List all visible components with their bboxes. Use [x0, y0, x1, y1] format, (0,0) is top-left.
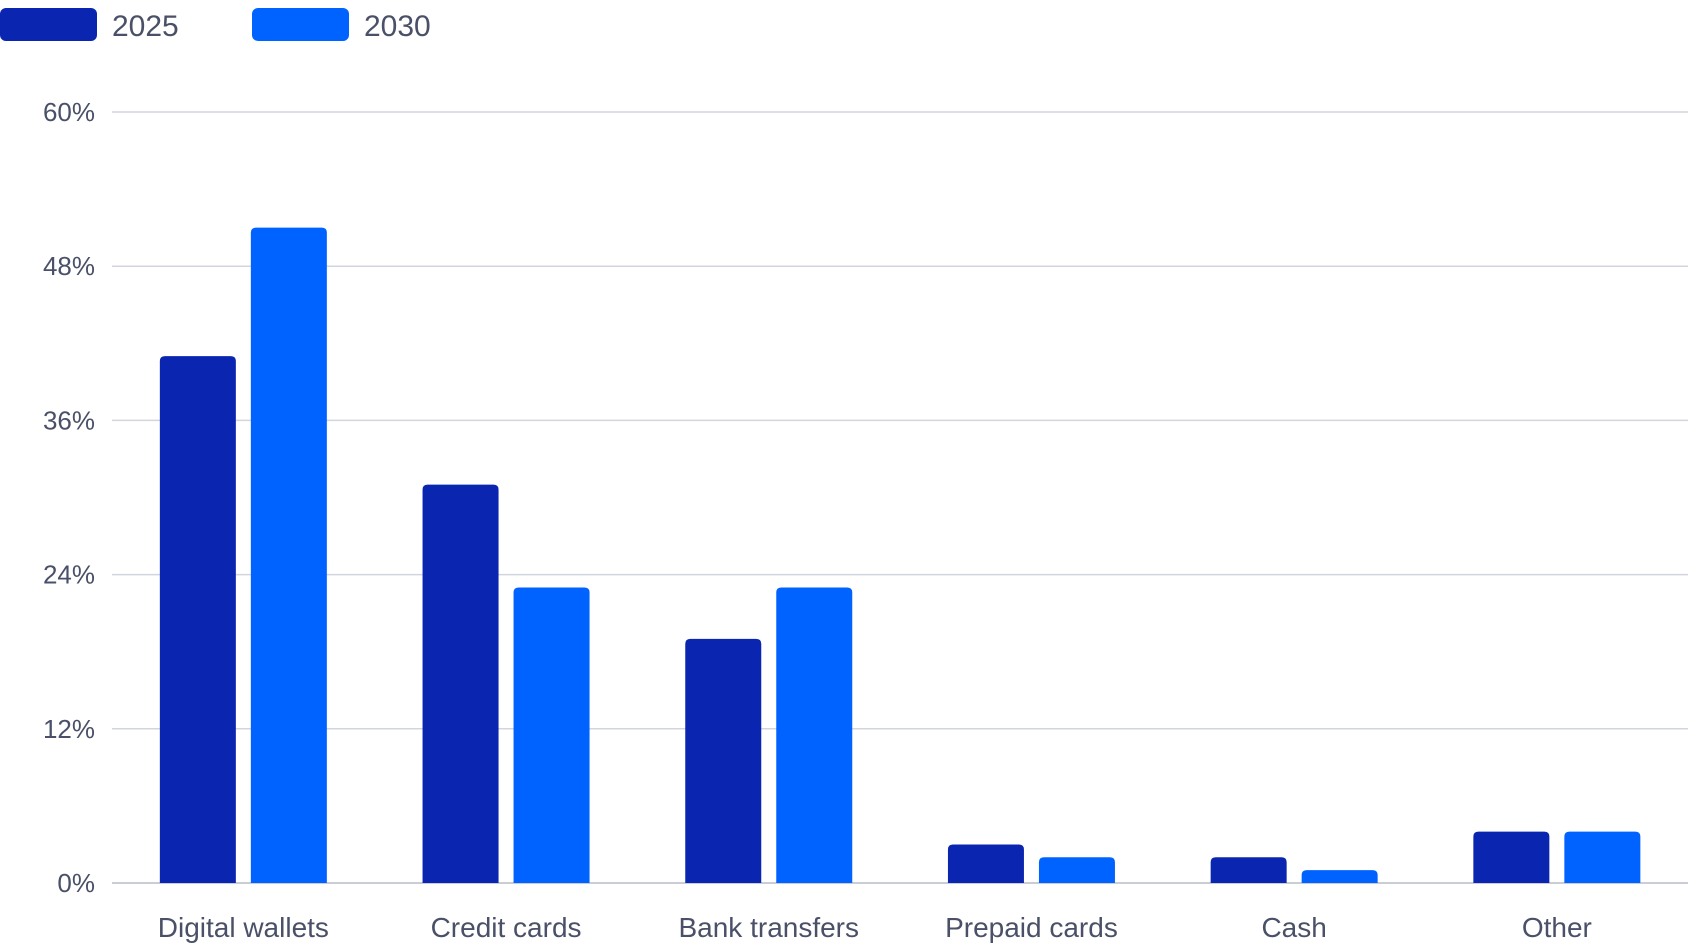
legend: 2025 2030	[0, 8, 431, 43]
y-axis: 0% 12% 24% 36% 48% 60%	[43, 97, 95, 898]
x-tick-label: Digital wallets	[158, 912, 329, 943]
bar-2025	[947, 844, 1024, 883]
legend-label: 2025	[112, 10, 179, 43]
x-axis: Digital wallets Credit cards Bank transfer…	[158, 912, 1592, 943]
bar-2030	[1301, 870, 1378, 883]
y-tick-label: 12%	[43, 714, 95, 744]
bar-2025	[1473, 831, 1550, 883]
x-tick-label: Bank transfers	[678, 912, 859, 943]
bar-2025	[1210, 857, 1287, 883]
legend-swatch	[0, 8, 97, 41]
bar-2030	[513, 587, 590, 883]
bar-2030	[776, 587, 853, 883]
y-tick-label: 24%	[43, 560, 95, 590]
gridlines	[112, 111, 1688, 884]
y-tick-label: 0%	[57, 868, 95, 898]
legend-swatch	[252, 8, 349, 41]
x-tick-label: Cash	[1261, 912, 1326, 943]
y-tick-label: 36%	[43, 405, 95, 435]
bar-2030	[1564, 831, 1641, 883]
bar-2025	[159, 356, 236, 883]
bars	[159, 227, 1641, 883]
bar-2030	[1038, 857, 1115, 883]
x-tick-label: Credit cards	[431, 912, 582, 943]
bar-2025	[685, 638, 762, 883]
x-tick-label: Other	[1522, 912, 1592, 943]
bar-2025	[422, 484, 499, 883]
y-tick-label: 60%	[43, 97, 95, 127]
x-tick-label: Prepaid cards	[945, 912, 1118, 943]
y-tick-label: 48%	[43, 251, 95, 281]
bar-2030	[250, 227, 327, 883]
legend-label: 2030	[364, 10, 431, 43]
